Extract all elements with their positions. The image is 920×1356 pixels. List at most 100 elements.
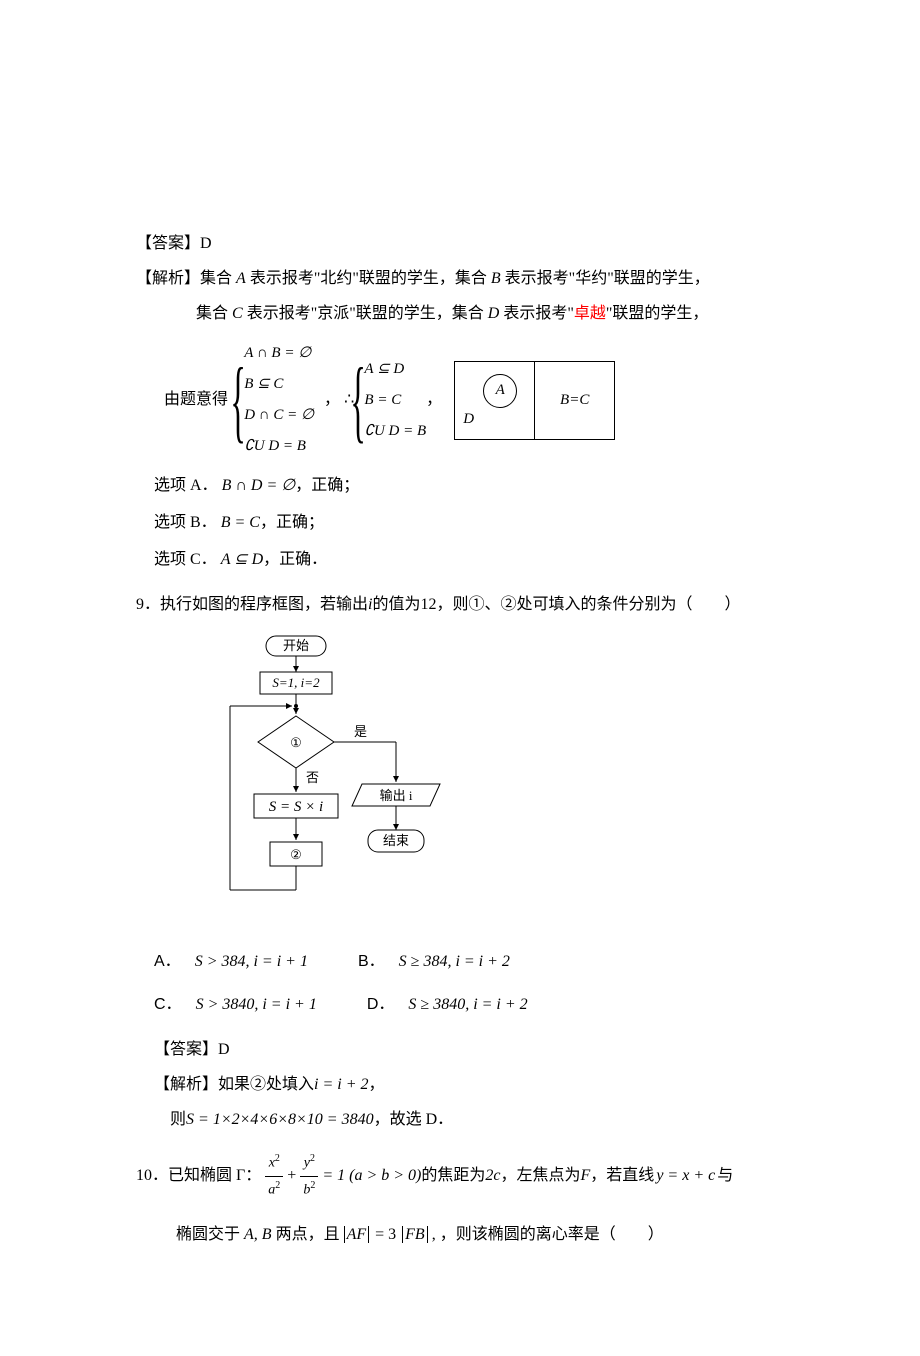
answer-8: 【答案】D [136, 230, 784, 259]
q9-ans-label: 【答案】 [154, 1041, 218, 1058]
q10-stem-line2: 椭圆交于 A, B 两点，且 AF = 3 FB , ，则该椭圆的离心率是（ ） [176, 1221, 784, 1250]
ans8-value: D [200, 235, 212, 252]
abs-FB: FB [402, 1226, 428, 1243]
m: i = i + 2 [314, 1076, 368, 1093]
t: 集合 [200, 270, 232, 287]
svg-text:否: 否 [306, 770, 319, 785]
svg-text:S=1, i=2: S=1, i=2 [272, 675, 320, 690]
q9-stem: 9．执行如图的程序框图，若输出i的值为12，则①、②处可填入的条件分别为（ ） [136, 591, 784, 620]
t: 的值为 [372, 596, 420, 613]
val-12: 12 [421, 596, 437, 613]
q9-options-row1: A． S > 384, i = i + 1 B． S ≥ 384, i = i + … [154, 948, 784, 977]
b2-0: A ⊆ D [364, 356, 426, 383]
frac-y2b2: y2 b2 [300, 1150, 318, 1203]
flowchart: 开始 S=1, i=2 ① 是 输出 i 结束 否 S = S × i ② [196, 632, 784, 935]
venn-diagram: A D B=C [454, 361, 615, 440]
t: 表示报考"京派"联盟的学生，集合 [247, 305, 484, 322]
optA-lbl: A． [154, 953, 181, 970]
ans8-label: 【答案】 [136, 235, 200, 252]
plus: + [287, 1162, 296, 1191]
t: 则 [170, 1111, 186, 1128]
optA-lbl: 选项 A． [154, 477, 218, 494]
left-brace-icon: { [351, 359, 366, 442]
t: ，故选 D． [374, 1111, 454, 1128]
t: 集合 [196, 305, 228, 322]
q9-opt-C[interactable]: C． S > 3840, i = i + 1 [154, 991, 317, 1020]
two-c: 2c [485, 1162, 500, 1191]
t: 表示报考"北约"联盟的学生，集合 [250, 270, 487, 287]
analysis8-line2: 集合 C 表示报考"京派"联盟的学生，集合 D 表示报考"卓越"联盟的学生， [136, 300, 784, 329]
t: ，若直线 [590, 1162, 654, 1191]
brace-row: 由题意得 { A ∩ B = ∅ B ⊆ C D ∩ C = ∅ ∁U D = … [164, 340, 784, 460]
t: ，左焦点为 [501, 1162, 581, 1191]
t: ，则①、②处可填入的条件分别为（ ） [437, 596, 741, 613]
optD: S ≥ 3840, i = i + 2 [408, 996, 527, 1013]
t: 表示报考"华约"联盟的学生， [505, 270, 710, 287]
eq3: = 3 [375, 1226, 396, 1243]
set-D: D [488, 305, 500, 322]
q9-opt-D[interactable]: D．S ≥ 3840, i = i + 2 [367, 991, 528, 1020]
b1-3: ∁U D = B [244, 433, 314, 460]
svg-text:结束: 结束 [383, 833, 409, 848]
q9-ans: D [218, 1041, 230, 1058]
left-brace-icon: { [230, 359, 245, 442]
optA-math: B ∩ D = ∅ [222, 477, 296, 494]
q9-ana-2: 则S = 1×2×4×6×8×10 = 3840，故选 D． [170, 1106, 784, 1135]
svg-text:②: ② [290, 847, 302, 862]
q9-ana-label: 【解析】 [154, 1076, 218, 1093]
gamma: Γ： [236, 1162, 261, 1191]
check-A: 选项 A． B ∩ D = ∅，正确； [154, 472, 784, 501]
optC-math: A ⊆ D [221, 551, 263, 568]
optB-math: B = C [221, 514, 260, 531]
set-B: B [491, 270, 501, 287]
optA: S > 384, i = i + 1 [195, 953, 308, 970]
t: ， [369, 1076, 385, 1093]
b2-1: B = C [364, 387, 426, 414]
optB-lbl: B． [358, 953, 385, 970]
venn-circle-A: A [483, 374, 517, 408]
optC-lbl: C． [154, 996, 182, 1013]
optB-lbl: 选项 B． [154, 514, 217, 531]
flowchart-svg: 开始 S=1, i=2 ① 是 输出 i 结束 否 S = S × i ② [196, 632, 456, 924]
q9-answer: 【答案】D [154, 1036, 784, 1065]
optC-lbl: 选项 C． [154, 551, 217, 568]
set-C: C [232, 305, 243, 322]
svg-text:是: 是 [354, 724, 367, 739]
t: 与 [717, 1162, 733, 1191]
t: ，则该椭圆的离心率是（ ） [440, 1226, 664, 1243]
eq1: = 1 (a > b > 0) [322, 1162, 421, 1191]
abs-AF: AF [344, 1226, 370, 1243]
optC: S > 3840, i = i + 1 [196, 996, 317, 1013]
t: 的焦距为 [421, 1162, 485, 1191]
set-A: A [236, 270, 246, 287]
F: F [581, 1162, 591, 1191]
brace-group-2: { A ⊆ D B = C ∁U D = B [354, 356, 426, 445]
t: 执行如图的程序框图，若输出 [160, 596, 368, 613]
t: 已知椭圆 [168, 1162, 232, 1191]
svg-text:①: ① [290, 735, 302, 750]
q9-ana-1: 【解析】如果②处填入i = i + 2， [154, 1071, 784, 1100]
ana8-label: 【解析】 [136, 270, 200, 287]
t: 椭圆交于 [176, 1226, 240, 1243]
venn-D-label: D [463, 406, 474, 433]
check-C: 选项 C． A ⊆ D，正确． [154, 546, 784, 575]
AB: A, B [244, 1226, 272, 1243]
b1-2: D ∩ C = ∅ [244, 402, 314, 429]
frac-x2a2: x2 a2 [265, 1150, 283, 1203]
q9-options-row2: C． S > 3840, i = i + 1 D．S ≥ 3840, i = i … [154, 991, 784, 1020]
svg-text:输出 i: 输出 i [380, 788, 413, 803]
brace-label: 由题意得 [164, 386, 228, 415]
svg-text:S = S × i: S = S × i [269, 799, 323, 815]
line-eq: y = x + c [656, 1162, 715, 1191]
optB: S ≥ 384, i = i + 2 [399, 953, 510, 970]
optB-tail: ，正确； [260, 514, 324, 531]
svg-text:开始: 开始 [283, 638, 309, 653]
b2-2: ∁U D = B [364, 418, 426, 445]
t: "联盟的学生， [606, 305, 709, 322]
q9-opt-B[interactable]: B． S ≥ 384, i = i + 2 [358, 948, 510, 977]
q10-stem-line1: 10．已知椭圆 Γ： x2 a2 + y2 b2 = 1 (a > b > 0)… [136, 1150, 784, 1203]
brace-group-1: { A ∩ B = ∅ B ⊆ C D ∩ C = ∅ ∁U D = B [234, 340, 314, 460]
q10-num: 10． [136, 1162, 168, 1191]
check-B: 选项 B． B = C，正确； [154, 509, 784, 538]
q9-opt-A[interactable]: A． S > 384, i = i + 1 [154, 948, 308, 977]
